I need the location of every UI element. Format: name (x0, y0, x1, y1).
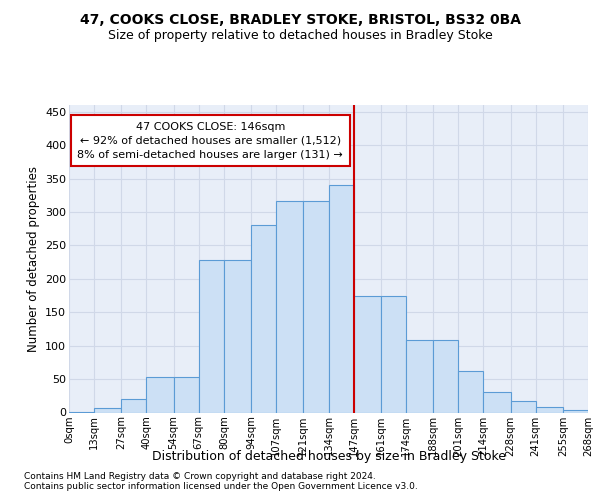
Bar (381, 296, 406, 412)
Y-axis label: Number of detached properties: Number of detached properties (26, 166, 40, 352)
Bar (406, 340, 433, 412)
Text: 47 COOKS CLOSE: 146sqm
← 92% of detached houses are smaller (1,512)
8% of semi-d: 47 COOKS CLOSE: 146sqm ← 92% of detached… (77, 122, 343, 160)
Bar (563, 410, 588, 412)
Bar (173, 377, 199, 412)
Text: Size of property relative to detached houses in Bradley Stoke: Size of property relative to detached ho… (107, 29, 493, 42)
Bar (251, 226, 276, 412)
Bar (121, 399, 146, 412)
Bar (94, 408, 121, 412)
Bar (433, 340, 458, 412)
Text: Contains HM Land Registry data © Crown copyright and database right 2024.: Contains HM Land Registry data © Crown c… (24, 472, 376, 481)
Bar (511, 401, 536, 412)
Text: Distribution of detached houses by size in Bradley Stoke: Distribution of detached houses by size … (152, 450, 506, 463)
Text: Contains public sector information licensed under the Open Government Licence v3: Contains public sector information licen… (24, 482, 418, 491)
Bar (276, 202, 304, 412)
Bar (536, 407, 563, 412)
Text: 47, COOKS CLOSE, BRADLEY STOKE, BRISTOL, BS32 0BA: 47, COOKS CLOSE, BRADLEY STOKE, BRISTOL,… (79, 12, 521, 26)
Bar (304, 202, 329, 412)
Bar (484, 392, 511, 412)
Bar (199, 260, 224, 412)
Bar (329, 184, 353, 412)
Bar (146, 377, 173, 412)
Bar (458, 371, 484, 412)
Bar (224, 260, 251, 412)
Bar (353, 296, 381, 412)
